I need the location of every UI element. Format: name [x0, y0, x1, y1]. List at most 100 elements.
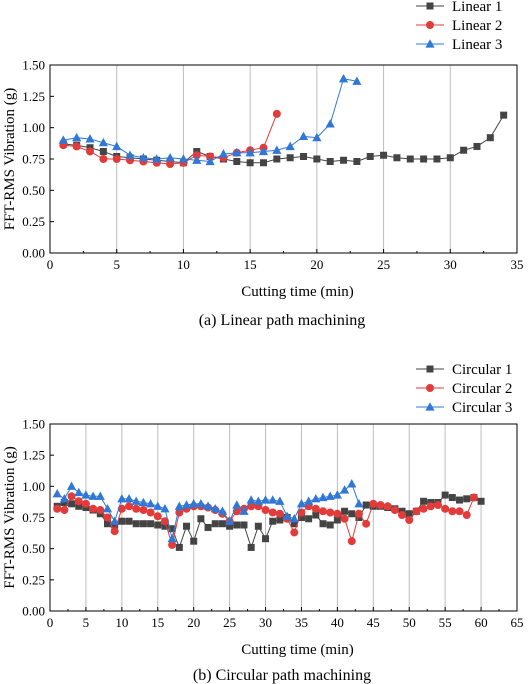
data-point — [125, 150, 135, 159]
data-point — [110, 527, 119, 536]
data-point — [111, 521, 119, 529]
y-tick-label: 0.00 — [22, 604, 45, 619]
legend-marker — [425, 402, 435, 411]
data-point — [225, 516, 235, 525]
data-point — [326, 521, 334, 529]
data-point — [312, 132, 322, 142]
data-point — [112, 155, 121, 163]
series-linear-3 — [58, 73, 362, 166]
data-point — [232, 500, 242, 509]
data-point — [326, 508, 335, 517]
data-point — [60, 506, 69, 515]
data-point — [175, 543, 183, 551]
data-point — [297, 508, 306, 517]
series-circular-2 — [53, 492, 478, 549]
data-point — [473, 142, 481, 150]
data-point — [245, 147, 255, 157]
data-point — [138, 497, 148, 507]
x-tick-label: 15 — [244, 257, 257, 272]
data-point — [218, 149, 229, 158]
data-point — [311, 504, 320, 513]
x-axis-label: Cutting time (min) — [241, 642, 354, 658]
x-tick-label: 25 — [223, 615, 236, 630]
data-point — [433, 501, 442, 510]
data-point — [298, 131, 309, 141]
data-point — [88, 491, 98, 500]
y-tick-label: 0.75 — [22, 510, 45, 525]
data-point — [366, 152, 374, 160]
caption: (a) Linear path machining — [199, 312, 366, 329]
y-tick-label: 0.50 — [22, 541, 45, 556]
data-point — [102, 503, 113, 513]
legend-marker — [426, 21, 434, 29]
data-point — [354, 509, 363, 518]
legend-item: Linear 2 — [416, 18, 502, 34]
x-tick-label: 10 — [115, 615, 128, 630]
data-point — [103, 520, 111, 528]
data-point — [304, 496, 314, 505]
data-point — [269, 517, 277, 525]
data-point — [160, 503, 170, 513]
x-axis-label: Cutting time (min) — [241, 284, 354, 300]
data-point — [52, 489, 62, 498]
data-point — [110, 516, 120, 525]
data-point — [99, 155, 108, 163]
data-point — [273, 155, 281, 163]
data-point — [112, 141, 122, 151]
data-point — [189, 498, 199, 508]
data-point — [420, 497, 428, 505]
data-point — [338, 73, 349, 83]
y-tick-label: 1.00 — [22, 479, 45, 494]
data-point — [376, 501, 385, 510]
data-point — [81, 490, 91, 499]
data-point — [352, 76, 362, 85]
data-point — [145, 498, 156, 508]
y-tick-label: 0.25 — [22, 214, 45, 229]
data-point — [353, 158, 361, 166]
data-point — [268, 495, 278, 504]
data-point — [86, 147, 95, 156]
x-tick-label: 0 — [47, 257, 54, 272]
data-point — [390, 506, 399, 515]
x-tick-label: 5 — [113, 257, 120, 272]
data-point — [275, 509, 284, 518]
x-tick-label: 30 — [259, 615, 272, 630]
data-point — [206, 152, 215, 161]
data-point — [117, 504, 126, 513]
data-point — [262, 535, 270, 543]
x-tick-label: 50 — [403, 615, 416, 630]
legend-marker — [425, 39, 435, 48]
data-point — [325, 119, 335, 128]
data-point — [319, 507, 328, 516]
x-tick-label: 40 — [331, 615, 344, 630]
data-point — [426, 502, 435, 511]
data-point — [96, 506, 105, 515]
data-point — [456, 496, 464, 504]
y-axis-label: FFT-RMS Vibration (g) — [2, 446, 18, 588]
data-point — [319, 520, 327, 528]
data-point — [333, 516, 341, 524]
legend-label: Linear 1 — [452, 0, 502, 15]
data-point — [258, 146, 269, 156]
data-point — [268, 508, 277, 517]
y-tick-label: 0.75 — [22, 152, 45, 167]
data-point — [153, 501, 163, 510]
data-point — [205, 156, 215, 166]
data-point — [286, 154, 294, 162]
x-tick-label: 60 — [475, 615, 488, 630]
legend-label: Linear 3 — [452, 37, 502, 53]
data-point — [326, 158, 334, 166]
data-point — [75, 502, 83, 510]
data-point — [210, 503, 220, 513]
y-tick-label: 1.50 — [22, 58, 45, 73]
series-line — [63, 78, 357, 163]
data-point — [190, 537, 198, 545]
data-point — [59, 494, 69, 503]
data-point — [325, 491, 335, 500]
data-point — [81, 499, 90, 508]
data-point — [406, 155, 414, 163]
data-point — [420, 155, 428, 163]
data-point — [74, 487, 84, 497]
data-point — [285, 141, 295, 151]
